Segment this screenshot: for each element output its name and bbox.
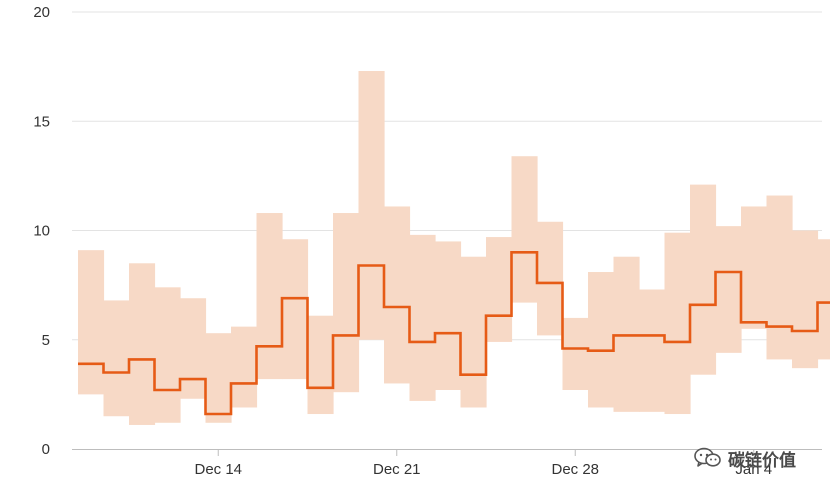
range-band: [78, 70, 830, 425]
x-tick-label: Dec 28: [551, 461, 599, 478]
range-band-segment: [690, 184, 717, 375]
range-band-segment: [231, 326, 258, 408]
watermark: 碳链价值: [694, 446, 796, 471]
median-step-line: [78, 251, 830, 416]
range-band-segment: [435, 241, 462, 391]
y-axis-tick-labels: 0 5 10 15 20: [33, 4, 50, 458]
range-band-segment: [766, 195, 793, 360]
range-band-segment: [817, 239, 830, 360]
y-tick-label: 15: [33, 113, 50, 130]
range-band-segment: [460, 256, 487, 408]
x-tick-label: Dec 14: [194, 461, 242, 478]
range-band-segment: [180, 298, 207, 399]
range-band-segment: [333, 213, 360, 393]
range-band-segment: [282, 239, 309, 380]
y-tick-label: 10: [33, 223, 50, 240]
range-band-segment: [639, 289, 666, 412]
range-band-segment: [205, 333, 232, 423]
watermark-text: 碳链价值: [728, 450, 796, 471]
x-tick-label: Dec 21: [373, 461, 421, 478]
y-tick-label: 0: [42, 441, 50, 458]
range-band-segment: [486, 237, 513, 342]
range-band-segment: [715, 226, 742, 353]
x-tick-label: Jan 4: [735, 461, 772, 478]
range-band-segment: [307, 315, 334, 415]
wechat-icon: [694, 447, 721, 467]
range-band-segment: [154, 287, 181, 423]
range-band-segment: [537, 221, 564, 336]
x-axis-tick-labels: Dec 14 Dec 21 Dec 28 Jan 4: [194, 461, 772, 478]
range-band-segment: [384, 206, 411, 384]
range-band-segment: [741, 206, 768, 329]
range-band-segment: [256, 213, 283, 380]
axes: [72, 449, 822, 456]
y-tick-label: 20: [33, 4, 50, 21]
range-band-segment: [792, 230, 819, 369]
range-band-segment: [562, 317, 589, 391]
range-band-segment: [588, 272, 615, 408]
range-band-segment: [103, 300, 130, 417]
range-band-segment: [511, 156, 538, 303]
y-tick-label: 5: [42, 332, 50, 349]
range-band-segment: [78, 250, 105, 395]
range-band-segment: [358, 70, 385, 340]
range-band-segment: [664, 232, 691, 415]
range-band-segment: [129, 263, 156, 425]
median-line: [78, 251, 830, 416]
range-band-segment: [409, 234, 436, 401]
